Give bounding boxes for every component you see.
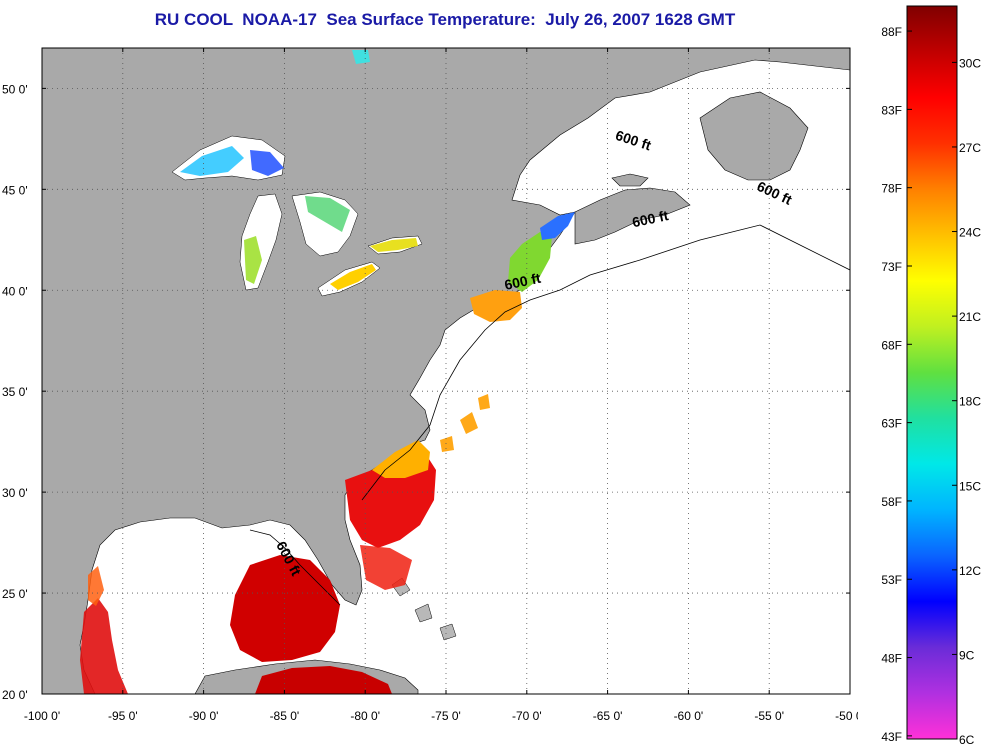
colorbar-f-label: 43F (881, 730, 902, 744)
y-tick-label: 40 0' (2, 284, 28, 298)
x-tick-label: -80 0' (350, 709, 380, 723)
x-axis-ticks: -100 0' -95 0' -90 0' -85 0' -80 0' -75 0' -70… (24, 48, 858, 723)
colorbar-c-label: 9C (959, 648, 975, 662)
sst-lake-superior (180, 146, 244, 176)
sst-lake-erie (330, 264, 376, 290)
sst-gulf-stream-patches (440, 394, 490, 452)
isobath-600ft-atlantic (361, 224, 850, 501)
colorbar-c-label: 12C (959, 564, 981, 578)
colorbar-f-label: 83F (881, 103, 902, 117)
colorbar: 88F 83F 78F 73F 68F 63F 58F 53F 48F 43F 30C 27C 24C… (881, 5, 981, 747)
colorbar-f-label: 53F (881, 573, 902, 587)
sst-gulf-of-mexico-east (230, 555, 340, 662)
sst-bay-of-fundy (540, 212, 575, 240)
colorbar-c-label: 6C (959, 733, 975, 747)
chart-title: RU COOL NOAA-17 Sea Surface Temperature:… (154, 10, 736, 29)
colorbar-fahrenheit-labels: 88F 83F 78F 73F 68F 63F 58F 53F 48F 43F (881, 25, 912, 744)
x-tick-label: -60 0' (674, 709, 704, 723)
isobath-label: 600 ft (503, 270, 542, 293)
colorbar-c-label: 27C (959, 141, 981, 155)
x-tick-label: -90 0' (189, 709, 219, 723)
sst-mid-atlantic-bight (470, 290, 522, 322)
sst-gulf-of-mexico-west-edge (88, 566, 104, 606)
newfoundland-land (699, 91, 809, 181)
x-tick-label: -75 0' (431, 709, 461, 723)
sst-lake-huron (305, 196, 350, 232)
x-tick-label: -70 0' (512, 709, 542, 723)
x-tick-label: -55 0' (754, 709, 784, 723)
sst-lake-ontario (370, 238, 418, 252)
anticosti-land (611, 173, 649, 187)
colorbar-gradient (906, 5, 958, 740)
y-axis-ticks: 20 0' 25 0' 30 0' 35 0' 40 0' 45 0' 50 0' (2, 82, 850, 702)
nova-scotia-land (574, 187, 691, 245)
sst-south-atlantic-bight-south (360, 545, 412, 590)
y-tick-label: 25 0' (2, 587, 28, 601)
colorbar-c-label: 30C (959, 56, 981, 70)
colorbar-f-label: 68F (881, 338, 902, 352)
colorbar-celsius-labels: 30C 27C 24C 21C 18C 15C 12C 9C 6C (952, 56, 981, 747)
x-tick-label: -95 0' (108, 709, 138, 723)
y-tick-label: 35 0' (2, 385, 28, 399)
colorbar-f-label: 78F (881, 182, 902, 196)
y-tick-label: 30 0' (2, 486, 28, 500)
x-tick-label: -65 0' (593, 709, 623, 723)
colorbar-f-label: 63F (881, 417, 902, 431)
sst-caribbean (255, 666, 392, 694)
sst-lake-superior-east (250, 150, 284, 176)
x-tick-label: -100 0' (24, 709, 60, 723)
sst-gulf-of-mexico-west (80, 598, 128, 694)
colorbar-f-label: 73F (881, 260, 902, 274)
y-tick-label: 45 0' (2, 183, 28, 197)
isobath-600ft-gulf (249, 529, 341, 606)
colorbar-c-label: 24C (959, 226, 981, 240)
isobath-label: 600 ft (631, 207, 670, 230)
colorbar-c-label: 18C (959, 395, 981, 409)
x-tick-label: -50 0' (835, 709, 858, 723)
sst-gulf-of-maine (508, 232, 552, 292)
colorbar-c-label: 15C (959, 479, 981, 493)
colorbar-f-label: 88F (881, 25, 902, 39)
sst-lake-michigan (244, 236, 262, 284)
colorbar-c-label: 21C (959, 310, 981, 324)
colorbar-f-label: 48F (881, 652, 902, 666)
y-tick-label: 20 0' (2, 688, 28, 702)
y-tick-label: 50 0' (2, 82, 28, 96)
colorbar-f-label: 58F (881, 495, 902, 509)
x-tick-label: -85 0' (270, 709, 300, 723)
